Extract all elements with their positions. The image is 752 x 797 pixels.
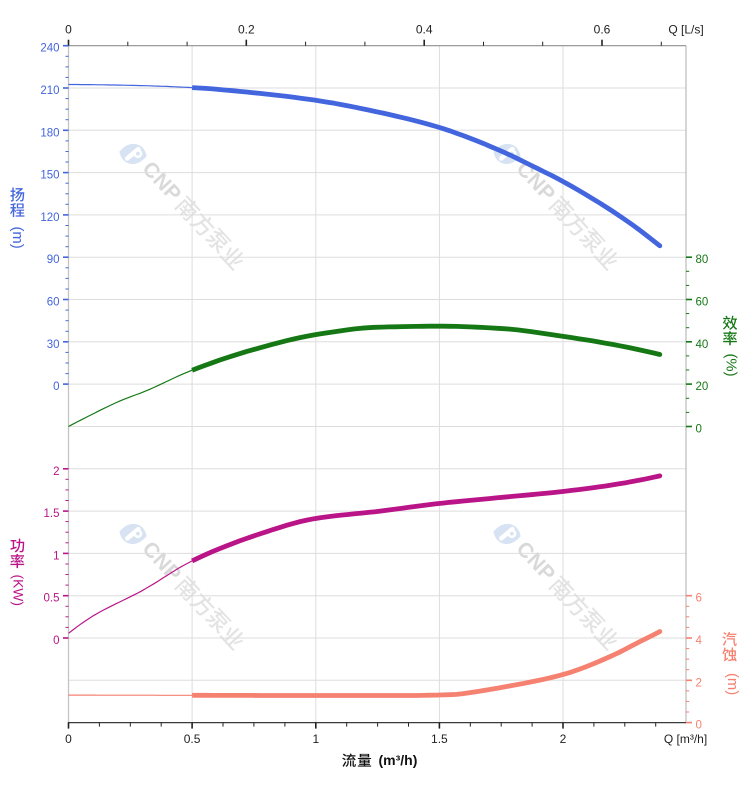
svg-text:2: 2	[696, 677, 702, 689]
svg-text:210: 210	[40, 85, 59, 97]
svg-text:0.2: 0.2	[238, 23, 255, 37]
svg-text:Q [L/s]: Q [L/s]	[668, 23, 703, 37]
svg-text:(m): (m)	[724, 673, 740, 695]
svg-text:2: 2	[53, 466, 59, 478]
svg-text:0.5: 0.5	[44, 593, 60, 605]
svg-text:0.4: 0.4	[416, 23, 433, 37]
svg-text:240: 240	[40, 43, 59, 55]
svg-text:40: 40	[696, 339, 709, 351]
svg-text:1.5: 1.5	[431, 732, 448, 746]
svg-text:0: 0	[53, 635, 59, 647]
svg-text:(KW): (KW)	[10, 575, 25, 606]
svg-text:80: 80	[696, 254, 709, 266]
svg-text:180: 180	[40, 127, 59, 139]
svg-text:0: 0	[53, 381, 59, 393]
svg-text:Q [m³/h]: Q [m³/h]	[664, 732, 707, 746]
svg-text:1: 1	[312, 732, 319, 746]
svg-text:60: 60	[47, 297, 60, 309]
svg-text:150: 150	[40, 170, 59, 182]
svg-text:90: 90	[47, 254, 60, 266]
svg-text:6: 6	[696, 593, 702, 605]
svg-text:(m): (m)	[9, 227, 25, 249]
svg-text:4: 4	[696, 635, 703, 647]
svg-text:(m³/h): (m³/h)	[379, 752, 418, 768]
svg-text:0: 0	[696, 720, 702, 732]
svg-text:60: 60	[696, 297, 709, 309]
svg-text:0.5: 0.5	[184, 732, 201, 746]
svg-text:0: 0	[696, 424, 702, 436]
svg-text:1: 1	[53, 550, 59, 562]
svg-text:1.5: 1.5	[44, 508, 60, 520]
svg-text:0.6: 0.6	[594, 23, 611, 37]
svg-text:2: 2	[560, 732, 567, 746]
svg-text:(%): (%)	[723, 354, 739, 377]
svg-text:30: 30	[47, 339, 60, 351]
svg-text:0: 0	[65, 23, 72, 37]
svg-text:0: 0	[65, 732, 72, 746]
svg-text:20: 20	[696, 381, 709, 393]
svg-text:120: 120	[40, 212, 59, 224]
